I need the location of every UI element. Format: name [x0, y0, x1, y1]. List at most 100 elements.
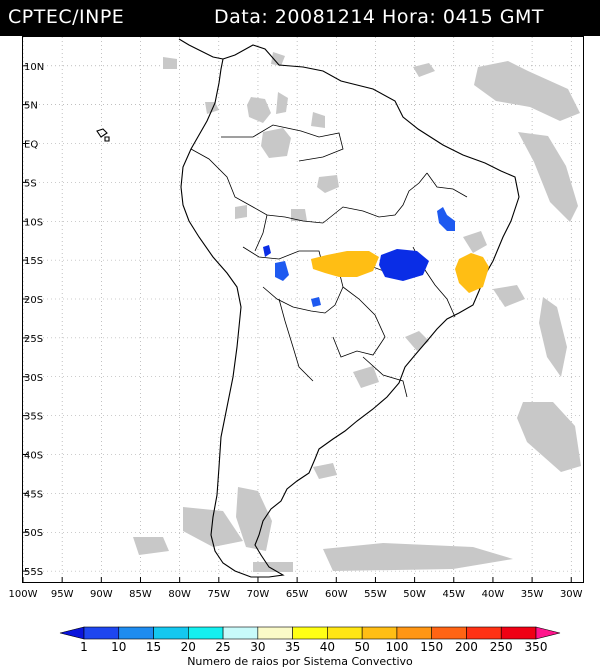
cloud-patch	[311, 112, 325, 128]
lat-label: 40S	[24, 450, 43, 461]
cloud-patch	[205, 102, 219, 114]
convective-system	[263, 245, 271, 257]
convective-systems	[263, 207, 489, 307]
lon-label: 65W	[286, 589, 309, 600]
convective-system	[455, 253, 489, 293]
border-line	[426, 172, 468, 198]
cloud-patch	[518, 132, 578, 222]
lat-label: EQ	[24, 140, 38, 151]
cloud-patch	[413, 63, 435, 77]
convective-system	[311, 297, 321, 307]
legend-label: 250	[490, 640, 513, 654]
cloud-patch	[517, 402, 581, 472]
legend-label: 35	[285, 640, 300, 654]
legend-color-swatch	[327, 626, 363, 640]
legend-label: 30	[250, 640, 265, 654]
cloud-patch	[539, 297, 567, 377]
cloud-patch	[313, 463, 337, 479]
south-america-coast	[180, 44, 520, 578]
coastline	[96, 38, 520, 578]
legend-color-swatch	[257, 626, 293, 640]
legend-color-swatch	[188, 626, 224, 640]
cloud-patch	[474, 61, 580, 121]
legend-label: 10	[111, 640, 126, 654]
cloud-patch	[261, 128, 291, 158]
legend-color-swatch	[396, 626, 432, 640]
legend-color-swatch	[466, 626, 502, 640]
legend-color-swatch	[153, 626, 189, 640]
lon-label: 50W	[403, 589, 426, 600]
cloud-patch	[163, 57, 177, 69]
legend-label: 350	[525, 640, 548, 654]
legend-label: 15	[146, 640, 161, 654]
lon-label: 60W	[325, 589, 348, 600]
lat-label: 50S	[24, 528, 43, 539]
cloud-patch	[247, 97, 271, 123]
legend-label: 1	[80, 640, 88, 654]
border-line	[332, 286, 386, 358]
legend-label: 100	[385, 640, 408, 654]
header-datetime: Data: 20081214 Hora: 0415 GMT	[214, 6, 544, 28]
header-title: CPTEC/INPE	[8, 6, 125, 28]
lat-label: 10S	[24, 217, 43, 228]
cloud-cover	[133, 52, 581, 572]
border-line	[254, 214, 268, 252]
legend-color-swatch	[222, 626, 259, 640]
cloud-patch	[183, 507, 243, 547]
lon-label: 40W	[482, 589, 505, 600]
convective-system	[311, 251, 379, 277]
lat-label: 20S	[24, 295, 43, 306]
legend-color-swatch	[292, 626, 328, 640]
legend-color-swatch	[431, 626, 467, 640]
map: 10N 5N EQ 5S 10S 15S 20S 25S 30S 35S 40S 45S 50S 55S	[22, 37, 583, 582]
cloud-patch	[405, 331, 429, 351]
cloud-patch	[291, 209, 307, 221]
lon-label: 80W	[168, 589, 191, 600]
legend-caption: Numero de raios por Sistema Convectivo	[187, 655, 413, 668]
lat-label: 55S	[24, 567, 43, 578]
legend-color-swatch	[361, 626, 398, 640]
lat-label: 5S	[24, 178, 37, 189]
border-line	[362, 356, 408, 398]
lon-label: 70W	[247, 589, 270, 600]
lat-label: 35S	[24, 412, 43, 423]
lat-label: 5N	[24, 101, 38, 112]
cloud-patch	[235, 205, 247, 219]
lon-label: 100W	[9, 589, 38, 600]
convective-system	[437, 207, 455, 231]
cloud-patch	[271, 52, 285, 66]
central-america-coast	[178, 38, 224, 60]
lat-label: 25S	[24, 334, 43, 345]
cloud-patch	[463, 231, 487, 253]
lon-label: 30W	[560, 589, 583, 600]
legend-colorbar: 1 10 15 20 25 30 35 40 50 100 150 200 250 350	[59, 626, 561, 654]
convective-system	[275, 261, 289, 281]
legend-label: 25	[215, 640, 230, 654]
map-frame: 10N 5N EQ 5S 10S 15S 20S 25S 30S 35S 40S 45S 50S 55S	[22, 36, 584, 583]
legend-label: 20	[181, 640, 196, 654]
lat-labels: 10N 5N EQ 5S 10S 15S 20S 25S 30S 35S 40S 45S 50S 55S	[24, 62, 44, 578]
lon-label: 55W	[364, 589, 387, 600]
galapagos	[96, 128, 110, 142]
cloud-patch	[317, 175, 339, 193]
cloud-patch	[323, 543, 513, 571]
cloud-patch	[253, 562, 293, 572]
lat-label: 15S	[24, 256, 43, 267]
lon-label: 95W	[51, 589, 74, 600]
border-line	[278, 298, 314, 382]
cloud-patch	[353, 366, 379, 388]
border-line	[221, 124, 344, 162]
lon-label: 45W	[442, 589, 465, 600]
legend-color-swatch	[535, 626, 561, 640]
convective-system	[379, 249, 429, 281]
border-line	[242, 246, 344, 314]
lat-label: 45S	[24, 489, 43, 500]
lon-axis: 100W 95W 90W 85W 80W 75W 70W 65W 60W 55W 50W 45W 40W…	[9, 589, 583, 600]
lon-label: 85W	[129, 589, 152, 600]
legend-label: 50	[355, 640, 370, 654]
cloud-patch	[133, 537, 169, 555]
lon-label: 35W	[521, 589, 544, 600]
cloud-patch	[276, 92, 288, 114]
legend-color-swatch	[83, 626, 120, 640]
cloud-patch	[236, 487, 272, 551]
